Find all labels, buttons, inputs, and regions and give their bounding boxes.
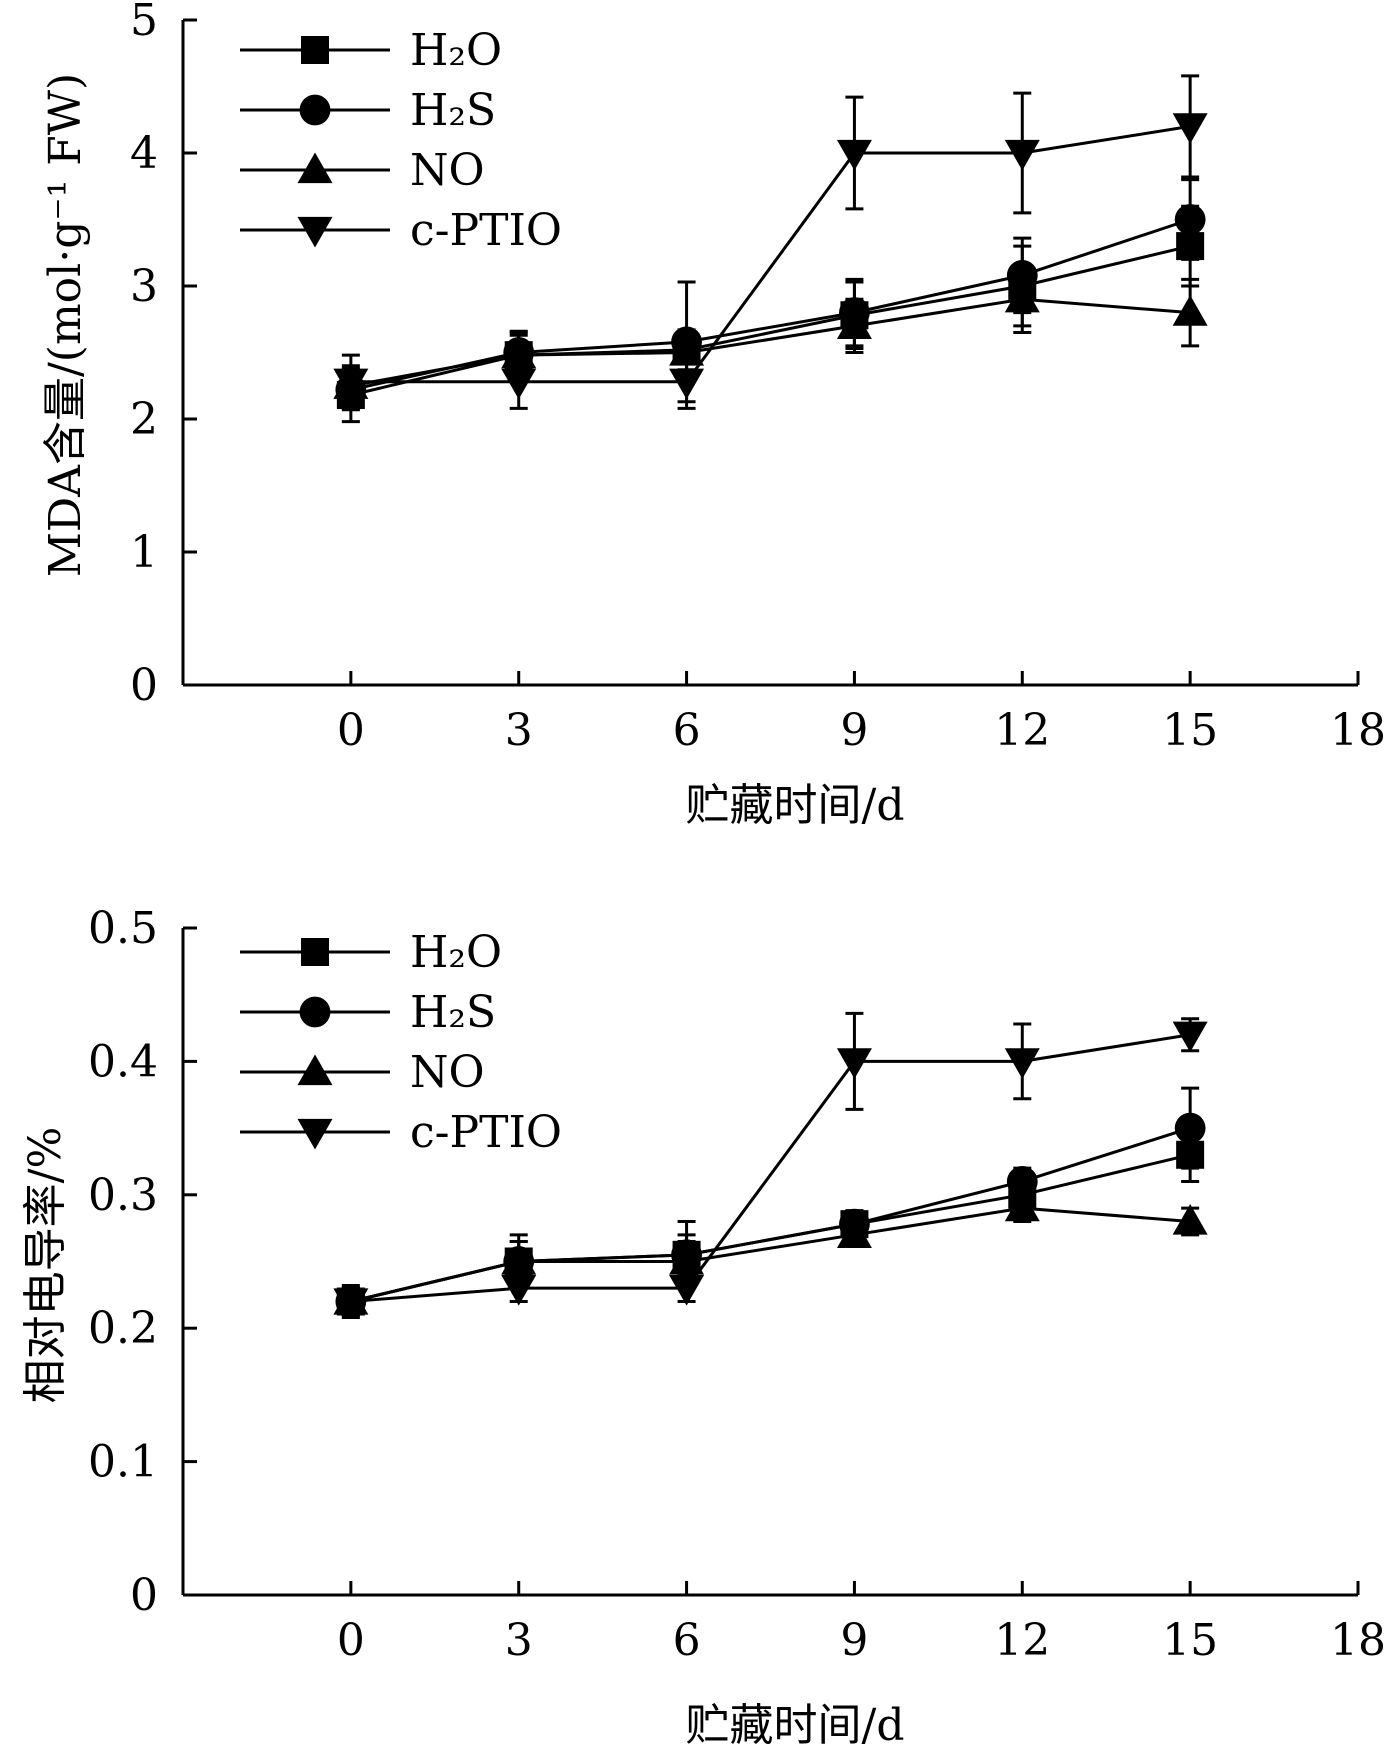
legend-marker-h2s bbox=[299, 94, 331, 126]
data-point-no bbox=[836, 308, 872, 340]
data-point-c-ptio bbox=[333, 1288, 369, 1320]
x-tick-label-mda: 12 bbox=[994, 705, 1050, 756]
y-tick-label-mda: 1 bbox=[130, 527, 158, 578]
x-tick-label-mda: 15 bbox=[1162, 705, 1218, 756]
y-tick-label-mda: 0 bbox=[130, 660, 158, 711]
data-point-c-ptio bbox=[836, 139, 872, 171]
data-point-no bbox=[669, 1244, 705, 1275]
x-tick-label-conductivity: 0 bbox=[337, 1615, 365, 1666]
series-line-c-ptio bbox=[350, 124, 1191, 384]
y-tick-label-conductivity: 0.4 bbox=[88, 1036, 158, 1087]
x-axis-label-conductivity: 贮藏时间/d bbox=[686, 1700, 905, 1750]
y-tick-label-mda: 4 bbox=[130, 128, 158, 179]
legend-label-h2o: H₂O bbox=[410, 25, 502, 76]
y-tick-label-conductivity: 0 bbox=[130, 1570, 158, 1621]
x-tick-label-conductivity: 9 bbox=[840, 1615, 868, 1666]
legend-marker-h2o bbox=[301, 938, 329, 966]
x-tick-label-conductivity: 6 bbox=[673, 1615, 701, 1666]
x-tick-label-conductivity: 12 bbox=[994, 1615, 1050, 1666]
legend-label-c-ptio: c-PTIO bbox=[410, 1107, 562, 1158]
legend-label-h2s: H₂S bbox=[410, 987, 496, 1038]
legend-marker-c-ptio bbox=[297, 216, 333, 248]
series-line-h2s bbox=[350, 218, 1191, 392]
data-point-no bbox=[669, 335, 705, 366]
data-point-c-ptio bbox=[333, 368, 369, 400]
x-tick-label-mda: 0 bbox=[337, 705, 365, 756]
legend-label-h2s: H₂S bbox=[410, 85, 496, 136]
y-tick-label-conductivity: 0.1 bbox=[88, 1437, 158, 1488]
legend-label-h2o: H₂O bbox=[410, 927, 502, 978]
y-tick-label-conductivity: 0.2 bbox=[88, 1303, 158, 1354]
series-line-h2o bbox=[350, 244, 1191, 397]
series-line-no bbox=[350, 1206, 1191, 1303]
legend-label-no: NO bbox=[410, 1047, 485, 1098]
chart-conductivity: 相对电导率/% 贮藏时间/d 0 0.1 0.2 0.3 0.4 0.5 0 3 6 9 12 15 1… bbox=[20, 903, 1386, 1750]
data-point-c-ptio bbox=[1172, 113, 1208, 144]
data-point-no bbox=[1004, 1190, 1040, 1222]
data-point-no bbox=[501, 1244, 537, 1275]
data-point-c-ptio bbox=[669, 1275, 705, 1306]
x-tick-label-mda: 9 bbox=[840, 705, 868, 756]
data-point-no bbox=[836, 1217, 872, 1248]
data-point-c-ptio bbox=[1004, 139, 1040, 171]
legend-marker-no bbox=[297, 1054, 333, 1086]
y-tick-label-mda: 2 bbox=[130, 394, 158, 445]
data-point-c-ptio bbox=[669, 368, 705, 400]
legend-label-no: NO bbox=[410, 145, 485, 196]
legend-label-c-ptio: c-PTIO bbox=[410, 205, 562, 256]
y-axis-label-conductivity: 相对电导率/% bbox=[20, 1127, 71, 1404]
x-tick-label-conductivity: 15 bbox=[1162, 1615, 1218, 1666]
y-tick-label-conductivity: 0.5 bbox=[88, 903, 158, 954]
series-line-c-ptio bbox=[350, 1033, 1191, 1304]
y-tick-label-mda: 3 bbox=[130, 261, 158, 312]
data-point-no bbox=[1004, 281, 1040, 313]
legend-marker-c-ptio bbox=[297, 1118, 333, 1150]
y-axis-label-mda: MDA含量/(mol·g⁻¹ FW) bbox=[40, 73, 91, 577]
data-point-no bbox=[501, 337, 537, 369]
data-point-c-ptio bbox=[836, 1048, 872, 1079]
data-point-h2s bbox=[1006, 1166, 1038, 1197]
x-tick-label-conductivity: 18 bbox=[1330, 1615, 1386, 1666]
legend-marker-h2o bbox=[301, 36, 329, 64]
data-point-h2s bbox=[1174, 1112, 1206, 1144]
series-line-no bbox=[350, 297, 1191, 388]
legend-marker-no bbox=[297, 152, 333, 184]
x-axis-label-mda: 贮藏时间/d bbox=[686, 780, 905, 831]
data-point-no bbox=[1172, 295, 1208, 326]
y-tick-label-conductivity: 0.3 bbox=[88, 1170, 158, 1221]
data-point-h2s bbox=[1174, 204, 1206, 235]
data-point-c-ptio bbox=[501, 1275, 537, 1306]
x-tick-label-conductivity: 3 bbox=[505, 1615, 533, 1666]
data-point-no bbox=[1172, 1203, 1208, 1235]
x-tick-label-mda: 6 bbox=[673, 705, 701, 756]
data-point-c-ptio bbox=[1172, 1021, 1208, 1053]
x-tick-label-mda: 3 bbox=[505, 705, 533, 756]
data-point-c-ptio bbox=[1004, 1048, 1040, 1079]
x-tick-label-mda: 18 bbox=[1330, 705, 1386, 756]
y-tick-label-mda: 5 bbox=[130, 0, 158, 46]
data-point-c-ptio bbox=[501, 368, 537, 400]
legend-marker-h2s bbox=[299, 996, 331, 1028]
